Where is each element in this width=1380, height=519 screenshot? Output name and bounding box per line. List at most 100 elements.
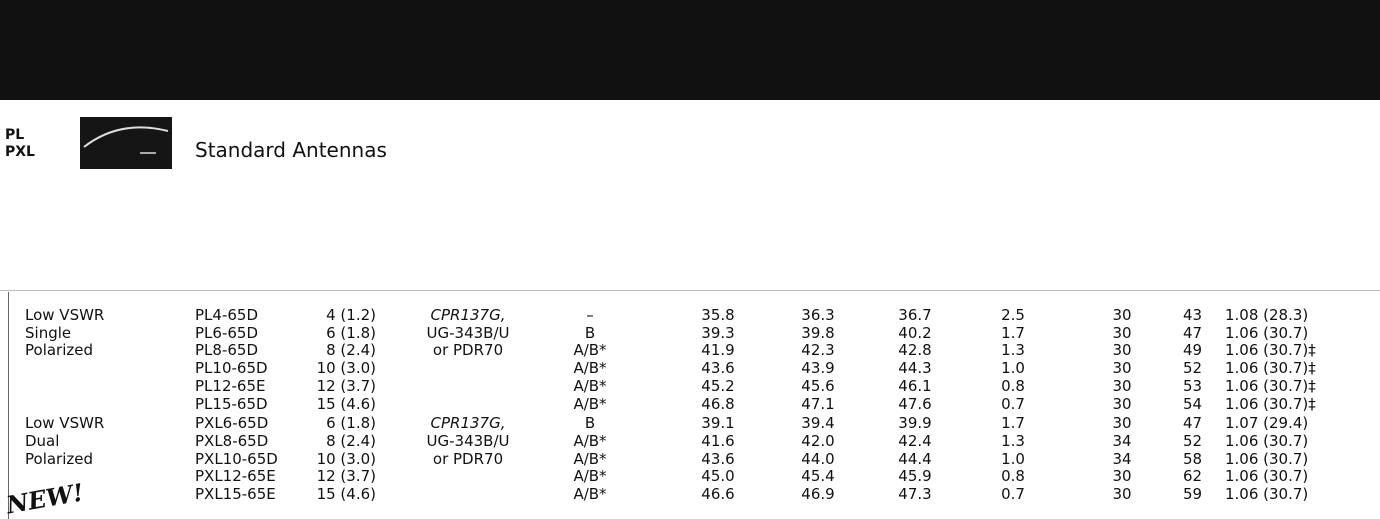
cell: 30 xyxy=(1112,376,1132,395)
cell: 1.06 (30.7)‡ xyxy=(1225,359,1316,378)
cell: 39.4 xyxy=(801,414,835,433)
cell: A/B* xyxy=(573,394,607,413)
cell: – xyxy=(586,306,594,324)
header-line: Ratio xyxy=(1174,473,1222,492)
cell: 47.3 xyxy=(898,485,932,503)
left-rule xyxy=(8,292,9,519)
cell: 30 xyxy=(1112,394,1132,413)
flange-text: or PDR70 xyxy=(432,449,504,468)
cell: 30 xyxy=(1112,414,1132,433)
cell: 47.1 xyxy=(801,394,835,413)
cell: 43.9 xyxy=(801,359,835,378)
header-line: dB xyxy=(1186,492,1210,511)
cell: 6 (1.8) xyxy=(326,414,376,433)
cell: 39.9 xyxy=(898,414,932,433)
cell: PL15-65D xyxy=(195,394,268,413)
cell: 47 xyxy=(1183,414,1203,433)
header-line: F/B xyxy=(1183,454,1213,473)
cell: B xyxy=(584,414,596,433)
cell: A/B* xyxy=(573,341,607,360)
header-line: Flanges xyxy=(432,492,504,511)
cell: 4 (1.2) xyxy=(326,306,376,324)
header-line: Mid-Band xyxy=(772,492,858,511)
cell: 2.5 xyxy=(1001,306,1025,324)
cell: PL10-65D xyxy=(195,359,268,378)
flange-text: UG-343B/U xyxy=(426,323,510,342)
header-line: Type xyxy=(224,473,266,492)
cell: PL4-65D xyxy=(195,306,258,324)
cell: 43.6 xyxy=(701,449,735,468)
cell: 46.1 xyxy=(898,376,932,395)
cell: 36.7 xyxy=(898,306,932,324)
cell: 15 (4.6) xyxy=(316,485,376,503)
cell: 42.3 xyxy=(801,341,835,360)
header-line: Degrees xyxy=(972,492,1048,511)
cell: 46.8 xyxy=(701,394,735,413)
cell: PXL8-65D xyxy=(195,431,269,450)
cell: 44.3 xyxy=(898,359,932,378)
header-line: (R.L., dB) xyxy=(1257,492,1343,511)
cell: 52 xyxy=(1183,359,1203,378)
header-line: Input xyxy=(444,473,492,492)
header-line: max. xyxy=(1278,473,1322,492)
cell: 45.6 xyxy=(801,376,835,395)
cell: 1.06 (30.7) xyxy=(1225,449,1309,468)
cell: 1.7 xyxy=(1001,323,1025,342)
row-group-label: Low VSWR xyxy=(25,306,105,324)
cell: 45.0 xyxy=(701,467,735,486)
cell: 42.4 xyxy=(898,431,932,450)
cell: 1.3 xyxy=(1001,431,1025,450)
cell: 1.06 (30.7) xyxy=(1225,467,1309,486)
cell: A/B* xyxy=(573,467,607,486)
header-line: VSWR xyxy=(1273,454,1327,473)
section-code: PXL xyxy=(5,144,35,160)
cell: 62 xyxy=(1183,467,1203,486)
cell: 0.8 xyxy=(1001,376,1025,395)
cell: 10 (3.0) xyxy=(316,449,376,468)
cell: 46.9 xyxy=(801,485,835,503)
cell: 44.4 xyxy=(898,449,932,468)
header-line: Diameter xyxy=(318,473,402,492)
cell: 36.3 xyxy=(801,306,835,324)
cell: PL6-65D xyxy=(195,323,258,342)
cell: A/B* xyxy=(573,359,607,378)
cell: 34 xyxy=(1112,449,1132,468)
cell: 34 xyxy=(1112,431,1132,450)
new-badge: NEW! xyxy=(4,477,86,519)
cell: 1.0 xyxy=(1001,359,1025,378)
cell: A/B* xyxy=(573,431,607,450)
cell: PXL10-65D xyxy=(195,449,278,468)
flange-text: CPR137G, xyxy=(430,306,506,324)
column-header: F/B Ratio dB xyxy=(1174,454,1221,511)
cell: 8 (2.4) xyxy=(326,341,376,360)
cell: 39.3 xyxy=(701,323,735,342)
cell: 53 xyxy=(1183,376,1203,395)
cell: 47.6 xyxy=(898,394,932,413)
header-line: Beamwidth xyxy=(959,473,1061,492)
cell: 1.07 (29.4) xyxy=(1225,414,1309,433)
cell: A/B* xyxy=(573,376,607,395)
column-header: Diameter ft (m) xyxy=(318,473,401,511)
cell: 0.7 xyxy=(1001,485,1025,503)
cell: 0.8 xyxy=(1001,467,1025,486)
column-header: Regulatory Compliance† xyxy=(519,473,631,511)
header-line: Top xyxy=(887,492,919,511)
cell: 1.0 xyxy=(1001,449,1025,468)
cell: 1.7 xyxy=(1001,414,1025,433)
header-line: Compliance† xyxy=(518,492,632,511)
header-line: Bottom xyxy=(678,492,746,511)
cell: 41.6 xyxy=(701,431,735,450)
row-group-label: Dual xyxy=(25,431,60,450)
cell: 1.06 (30.7) xyxy=(1225,485,1309,503)
cell: 52 xyxy=(1183,431,1203,450)
flange-text: or PDR70 xyxy=(432,341,504,360)
cell: 58 xyxy=(1183,449,1203,468)
column-header: VSWR max. (R.L., dB) xyxy=(1258,454,1343,511)
cell: 42.8 xyxy=(898,341,932,360)
cell: 44.0 xyxy=(801,449,835,468)
column-header: Top xyxy=(887,492,918,511)
cell: 35.8 xyxy=(701,306,735,324)
cell: 30 xyxy=(1112,485,1132,503)
cell: 1.08 (28.3) xyxy=(1225,306,1309,324)
cell: 30 xyxy=(1112,359,1132,378)
